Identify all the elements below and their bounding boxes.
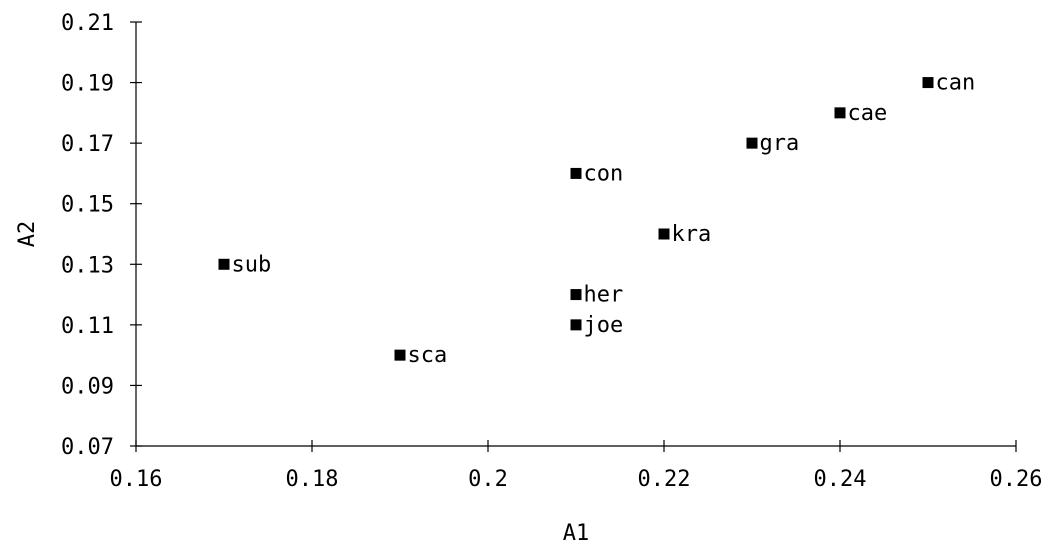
data-point-label: sub [232,252,272,277]
y-axis-title: A2 [15,221,40,248]
x-tick-label: 0.2 [468,467,508,492]
data-point-marker [394,349,406,361]
data-point-marker [570,167,582,179]
data-point-label: cae [848,101,888,126]
y-tick-label: 0.17 [61,132,114,157]
data-point-marker [570,289,582,301]
y-ticks: 0.07 0.09 0.11 0.13 0.15 0.17 0.19 0.21 [61,11,142,460]
x-tick-label: 0.16 [110,467,163,492]
y-tick-label: 0.21 [61,11,114,36]
y-tick-label: 0.09 [61,374,114,399]
data-point-label: con [584,161,624,186]
data-point-marker [746,137,758,149]
data-point-marker [658,228,670,240]
axes [135,22,1016,447]
x-axis-title: A1 [563,521,590,546]
x-tick-label: 0.24 [814,467,867,492]
data-point-label: can [936,71,976,96]
x-ticks: 0.16 0.18 0.2 0.22 0.24 0.26 [110,440,1043,492]
data-point-label: kra [672,222,712,247]
data-point-label: her [584,283,624,308]
x-tick-label: 0.18 [286,467,339,492]
x-tick-label: 0.26 [990,467,1043,492]
data-point-marker [570,319,582,331]
data-point-label: gra [760,131,800,156]
data-point-marker [218,258,230,270]
y-tick-label: 0.07 [61,435,114,460]
data-point-marker [834,107,846,119]
x-tick-label: 0.22 [638,467,691,492]
y-tick-label: 0.13 [61,253,114,278]
data-points: sub sca con her joe kra gra cae can [218,71,976,368]
data-point-label: sca [408,343,448,368]
y-tick-label: 0.19 [61,72,114,97]
y-tick-label: 0.15 [61,193,114,218]
data-point-marker [922,77,934,89]
data-point-label: joe [584,313,624,338]
y-tick-label: 0.11 [61,314,114,339]
